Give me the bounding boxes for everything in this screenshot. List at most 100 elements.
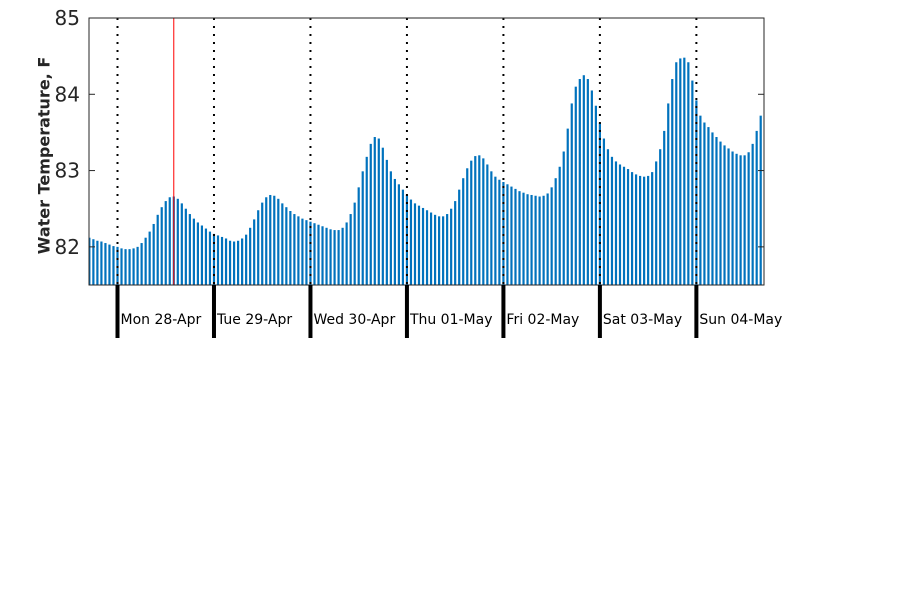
y-axis-ticks: 82 83 84 85 [55, 6, 764, 259]
temperature-bar [188, 214, 191, 285]
temperature-bar [462, 178, 465, 285]
day-label: Sun 04-May [699, 312, 782, 328]
temperature-bar [747, 152, 750, 285]
temperature-bar [510, 186, 513, 285]
temperature-bar [675, 62, 678, 285]
temperature-bar [498, 179, 501, 285]
temperature-bar [353, 202, 356, 285]
temperature-bar [659, 149, 662, 285]
temperature-bar [618, 164, 622, 285]
y-tick-label: 83 [55, 159, 80, 183]
temperature-bar [277, 198, 280, 285]
temperature-bar [160, 207, 163, 285]
temperature-bar [514, 188, 517, 285]
temperature-bar [273, 195, 276, 285]
temperature-bar [176, 198, 179, 285]
temperature-bar [144, 237, 147, 285]
temperature-bar [224, 238, 228, 285]
day-label: Wed 30-Apr [313, 312, 395, 328]
temperature-bar [196, 222, 199, 285]
temperature-bar [494, 176, 497, 285]
temperature-bar [438, 216, 441, 285]
temperature-bar [558, 166, 561, 285]
temperature-bar [329, 229, 332, 285]
temperature-bar [128, 249, 131, 285]
temperature-bar [719, 141, 722, 285]
temperature-bar [365, 156, 368, 285]
temperature-bar [530, 194, 533, 285]
temperature-bar [417, 205, 421, 285]
temperature-bar [148, 231, 151, 285]
temperature-bar [309, 221, 312, 285]
temperature-bar [333, 230, 336, 285]
temperature-bar [317, 224, 320, 285]
temperature-bar [96, 240, 99, 285]
temperature-bar [357, 187, 360, 285]
temperature-bar [421, 207, 425, 285]
temperature-bar [385, 159, 388, 285]
temperature-bar [751, 143, 754, 285]
temperature-bar [699, 115, 702, 286]
y-axis-label: Water Temperature, F [35, 57, 54, 255]
temperature-bar [578, 79, 581, 285]
temperature-bar [683, 57, 686, 285]
temperature-bar [630, 172, 634, 285]
temperature-bar [261, 202, 264, 285]
temperature-bar [361, 171, 364, 285]
day-axis: Mon 28-Apr Tue 29-Apr Wed 30-Apr Thu 01-May… [115, 285, 782, 338]
temperature-bar [401, 189, 405, 285]
temperature-bar [265, 197, 268, 285]
temperature-bar [550, 187, 553, 285]
temperature-bar [413, 203, 417, 285]
temperature-bar [478, 155, 481, 285]
temperature-bar [526, 194, 529, 285]
temperature-bar [389, 171, 392, 285]
temperature-bar [739, 155, 742, 285]
temperature-bar [546, 193, 549, 285]
temperature-bar [409, 199, 413, 285]
temperature-bar [454, 201, 457, 285]
temperature-bar [655, 161, 658, 285]
temperature-bar [522, 192, 525, 285]
temperature-bar [594, 105, 597, 285]
temperature-bar [269, 194, 272, 285]
temperature-bar [542, 195, 545, 285]
temperature-bar [651, 172, 654, 285]
temperature-bar [377, 138, 380, 285]
temperature-bar [305, 220, 308, 285]
temperature-bar [458, 189, 461, 285]
temperature-bar [281, 203, 284, 285]
temperature-bar [470, 160, 473, 285]
temperature-bar [466, 168, 469, 285]
temperature-bar [566, 128, 569, 285]
temperature-bar [671, 79, 674, 285]
temperature-bar [345, 222, 348, 285]
day-label: Mon 28-Apr [121, 312, 202, 328]
temperature-bar [104, 243, 107, 285]
temperature-bar [679, 58, 682, 286]
y-tick-label: 84 [55, 82, 80, 106]
temperature-bar [325, 227, 328, 285]
temperature-bar [228, 240, 232, 285]
temperature-bar [538, 196, 541, 285]
temperature-bar [289, 211, 292, 285]
temperature-bar [707, 127, 710, 285]
temperature-bar [245, 234, 248, 285]
temperature-bar [574, 86, 577, 285]
temperature-bar [482, 158, 485, 285]
temperature-bar [743, 155, 746, 285]
temperature-bar [634, 174, 638, 285]
temperature-bar [116, 246, 119, 285]
temperature-bar [695, 100, 698, 285]
temperature-bar [124, 249, 127, 285]
temperature-bar [506, 184, 509, 285]
temperature-bar [373, 137, 376, 285]
plot-frame [88, 17, 765, 286]
temperature-bar [667, 103, 670, 285]
temperature-bar [433, 214, 437, 285]
temperature-bar [164, 201, 167, 285]
temperature-bar [759, 115, 762, 286]
temperature-bar [140, 243, 143, 285]
temperature-bar [735, 153, 738, 285]
